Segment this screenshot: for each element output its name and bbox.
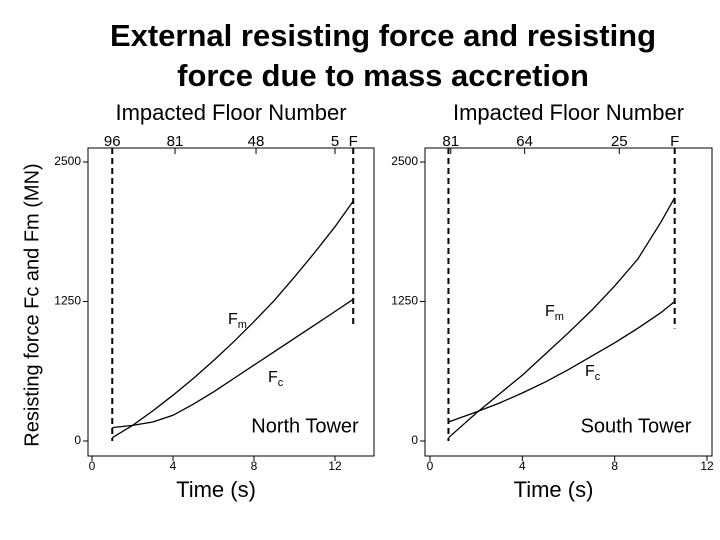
line bbox=[448, 197, 676, 439]
y-tick-label: 2500 bbox=[391, 154, 418, 168]
x-tick-label: 12 bbox=[328, 459, 342, 473]
y-tick-label: 0 bbox=[411, 433, 418, 447]
top-tick-label: F bbox=[349, 133, 358, 150]
top-tick-label: 48 bbox=[248, 133, 265, 150]
top-tick-label: 5 bbox=[331, 133, 339, 150]
x-tick-label: 12 bbox=[700, 459, 714, 473]
top-tick-label: F bbox=[670, 133, 679, 150]
y-tick-label: 1250 bbox=[391, 294, 418, 308]
line bbox=[111, 200, 354, 439]
line bbox=[112, 298, 354, 429]
plot-frame bbox=[87, 147, 375, 457]
top-tick-label: 64 bbox=[516, 133, 533, 150]
top-axis-label: Impacted Floor Number bbox=[453, 100, 684, 125]
top-tick-label: 96 bbox=[104, 133, 121, 150]
chart-title: force due to mass accretion bbox=[177, 58, 589, 93]
plot-frame bbox=[424, 147, 713, 457]
chart-title: External resisting force and resisting bbox=[110, 18, 656, 53]
panel-label: North Tower bbox=[251, 415, 359, 437]
y-tick-label: 2500 bbox=[54, 154, 81, 168]
top-tick-label: 81 bbox=[167, 133, 184, 150]
series-label: Fm bbox=[228, 311, 247, 331]
x-tick-label: 0 bbox=[89, 459, 96, 473]
y-tick-label: 0 bbox=[74, 433, 81, 447]
top-axis-label: Impacted Floor Number bbox=[115, 100, 346, 125]
x-axis-label: Time (s) bbox=[514, 477, 594, 502]
panel-label: South Tower bbox=[581, 415, 692, 437]
y-axis-label: Resisting force Fc and Fm (MN) bbox=[21, 163, 43, 446]
top-tick-label: 81 bbox=[442, 133, 459, 150]
x-axis-label: Time (s) bbox=[176, 477, 256, 502]
x-tick-label: 4 bbox=[519, 459, 526, 473]
x-tick-label: 8 bbox=[251, 459, 258, 473]
x-tick-label: 0 bbox=[427, 459, 434, 473]
top-tick-label: 25 bbox=[611, 133, 628, 150]
y-tick-label: 1250 bbox=[54, 294, 81, 308]
series-label: Fm bbox=[545, 303, 564, 323]
x-tick-label: 4 bbox=[170, 459, 177, 473]
line bbox=[448, 300, 676, 423]
x-tick-label: 8 bbox=[611, 459, 618, 473]
series-label: Fc bbox=[268, 369, 284, 389]
series-label: Fc bbox=[585, 363, 601, 383]
